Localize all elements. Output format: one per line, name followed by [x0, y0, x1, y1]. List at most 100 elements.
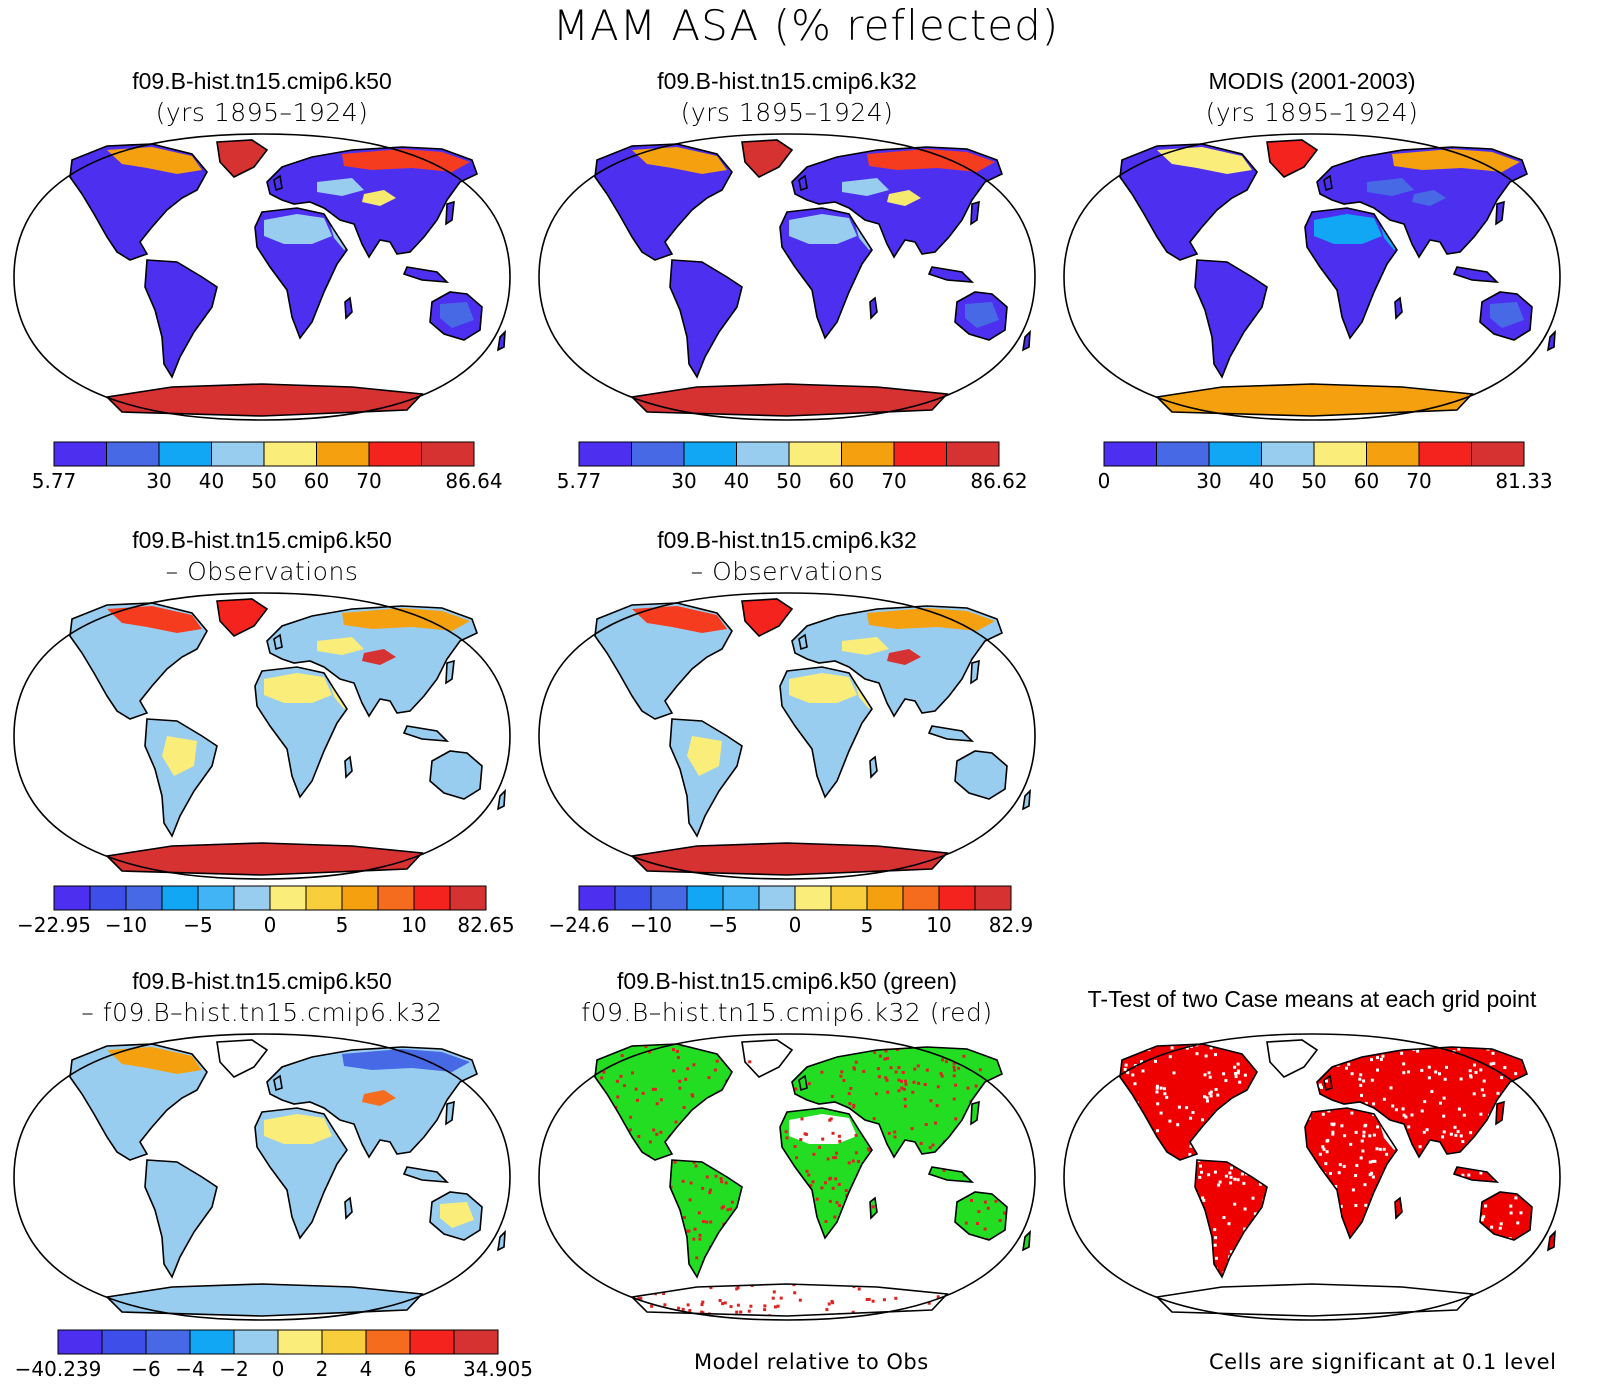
grid-cell-dot — [903, 1097, 907, 1101]
grid-cell-dot — [793, 1145, 797, 1148]
grid-cell-dot — [1509, 1204, 1513, 1208]
grid-cell-dot — [539, 1120, 542, 1123]
grid-cell-dot — [698, 1237, 702, 1241]
grid-cell-dot — [1359, 1307, 1363, 1311]
grid-cell-dot — [738, 1103, 742, 1106]
grid-cell-dot — [1503, 1046, 1507, 1050]
region-greenland — [742, 140, 792, 177]
grid-cell-dot — [713, 1068, 717, 1072]
grid-cell-dot — [837, 1182, 841, 1186]
grid-cell-dot — [1327, 1310, 1331, 1314]
continent-indonesia — [1454, 267, 1497, 282]
grid-cell-dot — [909, 1225, 913, 1229]
grid-cell-dot — [1303, 1245, 1306, 1249]
grid-cell-dot — [1428, 1295, 1431, 1298]
coastline — [144, 1159, 218, 1279]
colorbar-tick-label: 70 — [356, 469, 381, 493]
grid-cell-dot — [952, 1065, 956, 1069]
grid-cell-dot — [730, 1200, 734, 1204]
region-australia-interior — [440, 1202, 474, 1228]
grid-cell-dot — [1116, 1119, 1119, 1122]
grid-cell-dot — [1192, 1281, 1196, 1284]
grid-cell-dot — [1099, 1231, 1102, 1234]
grid-cell-dot — [821, 1254, 825, 1258]
grid-cell-dot — [1407, 1070, 1410, 1074]
grid-cell-dot — [1321, 1145, 1325, 1149]
grid-cell-dot — [547, 1050, 550, 1053]
grid-cell-dot — [1309, 1077, 1313, 1081]
grid-cell-dot — [1456, 1302, 1460, 1306]
region-greenland — [217, 140, 267, 177]
grid-cell-dot — [655, 1102, 659, 1106]
grid-cell-dot — [1372, 1133, 1376, 1137]
grid-cell-dot — [925, 1281, 928, 1285]
grid-cell-dot — [703, 1279, 707, 1283]
grid-cell-dot — [1008, 1208, 1012, 1212]
grid-cell-dot — [1261, 1116, 1265, 1120]
grid-cell-dot — [1168, 1055, 1172, 1059]
grid-cell-dot — [1480, 1249, 1484, 1252]
grid-cell-dot — [1282, 1150, 1286, 1154]
grid-cell-dot — [1544, 1305, 1548, 1309]
grid-cell-dot — [752, 1086, 756, 1090]
grid-cell-dot — [644, 1044, 648, 1048]
grid-cell-dot — [623, 1084, 626, 1088]
coastline — [1546, 329, 1556, 352]
coastline — [1394, 1196, 1403, 1220]
grid-cell-dot — [552, 1174, 555, 1177]
grid-cell-dot — [929, 1099, 933, 1103]
grid-cell-dot — [1358, 1077, 1362, 1081]
grid-cell-dot — [962, 1054, 966, 1058]
grid-cell-dot — [1222, 1072, 1226, 1076]
region-sahara — [789, 214, 857, 244]
grid-cell-dot — [814, 1262, 818, 1266]
colorbar-swatch — [377, 885, 415, 911]
grid-cell-dot — [657, 1172, 660, 1176]
map-border — [538, 592, 1036, 880]
grid-cell-dot — [996, 1238, 1000, 1242]
coastline — [216, 139, 269, 178]
grid-cell-dot — [992, 1054, 996, 1058]
coastline — [429, 291, 483, 341]
grid-cell-dot — [637, 1257, 641, 1261]
grid-cell-dot — [1444, 1316, 1447, 1319]
grid-cell-dot — [1520, 1117, 1524, 1121]
grid-cell-dot — [1398, 1170, 1402, 1174]
grid-cell-dot — [557, 1284, 560, 1287]
grid-cell-dot — [1215, 1289, 1219, 1293]
grid-cell-dot — [551, 1275, 554, 1278]
grid-cell-dot — [996, 1164, 1000, 1168]
grid-cell-dot — [1095, 1254, 1098, 1257]
grid-cell-dot — [1245, 1266, 1249, 1270]
grid-cell-dot — [1133, 1145, 1137, 1149]
grid-cell-dot — [1508, 1041, 1512, 1045]
grid-cell-dot — [867, 1297, 871, 1301]
grid-cell-dot — [1145, 1181, 1149, 1185]
grid-cell-dot — [1364, 1101, 1368, 1105]
grid-cell-dot — [814, 1224, 818, 1227]
grid-cell-dot — [1185, 1106, 1189, 1110]
grid-cell-dot — [1234, 1297, 1238, 1301]
grid-cell-dot — [1274, 1298, 1278, 1302]
grid-cell-dot — [1497, 1036, 1500, 1039]
grid-cell-dot — [1430, 1176, 1434, 1180]
grid-cell-dot — [1512, 1134, 1515, 1138]
grid-cell-dot — [1484, 1204, 1488, 1208]
grid-cell-dot — [1202, 1198, 1206, 1202]
grid-cell-dot — [825, 1308, 829, 1312]
grid-cell-dot — [1101, 1037, 1104, 1040]
grid-cell-dot — [1216, 1118, 1220, 1121]
world-map — [1063, 133, 1561, 421]
colorbar-tick-label: 40 — [1249, 469, 1274, 493]
grid-cell-dot — [1110, 1246, 1113, 1249]
grid-cell-dot — [796, 1194, 800, 1198]
grid-cell-dot — [740, 1158, 744, 1161]
grid-cell-dot — [1184, 1238, 1188, 1242]
grid-cell-dot — [966, 1086, 970, 1090]
grid-cell-dot — [574, 1207, 577, 1210]
grid-cell-dot — [1255, 1154, 1259, 1158]
grid-cell-dot — [885, 1274, 889, 1278]
grid-cell-dot — [1482, 1093, 1486, 1097]
grid-cell-dot — [763, 1304, 767, 1308]
grid-cell-dot — [836, 1241, 840, 1244]
